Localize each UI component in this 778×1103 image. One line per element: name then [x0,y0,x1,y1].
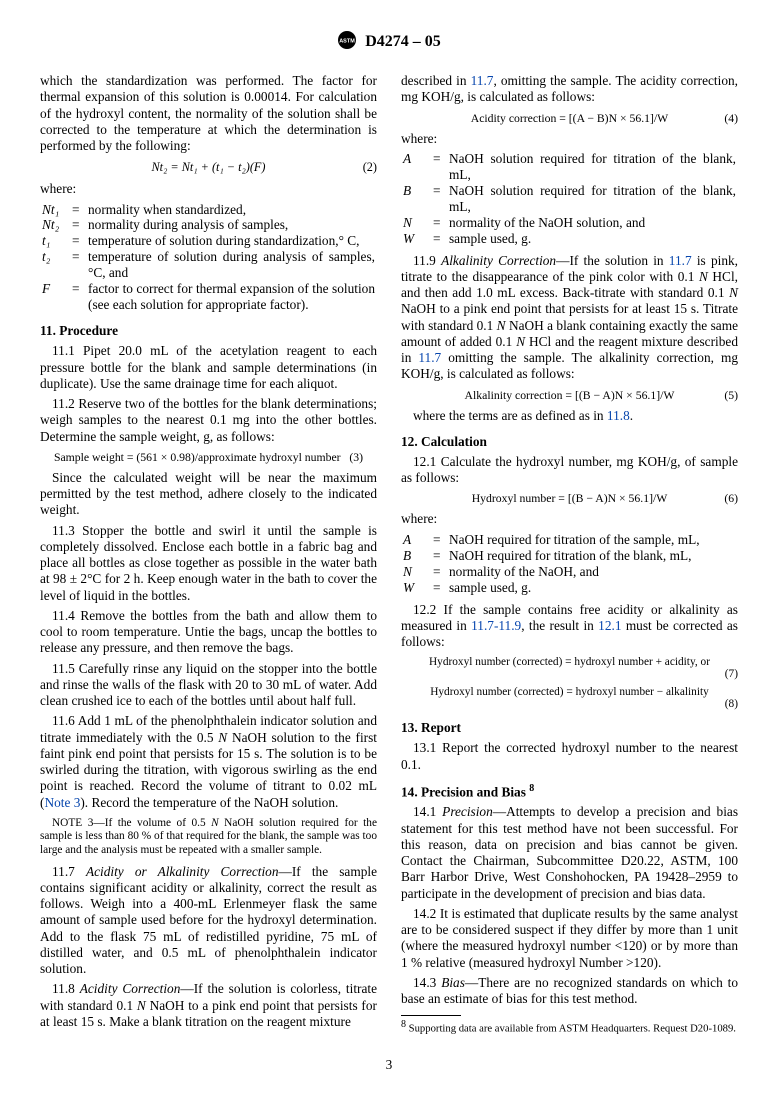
para-11-5: 11.5 Carefully rinse any liquid on the s… [40,661,377,710]
eq4-formula: Acidity correction = [(A − B)N × 56.1]/W [471,112,669,125]
equation-6: Hydroxyl number = [(B − A)N × 56.1]/W (6… [401,492,738,505]
para-11-9: 11.9 Alkalinity Correction—If the soluti… [401,253,738,383]
section-13-heading: 13. Report [401,720,738,736]
ref-11-8-link[interactable]: 11.8 [607,408,630,423]
para-11-2: 11.2 Reserve two of the bottles for the … [40,396,377,445]
note-3: NOTE 3—If the volume of 0.5 N NaOH solut… [40,817,377,858]
footnote-8: 8 Supporting data are available from AST… [401,1019,738,1036]
ref-11-7-link[interactable]: 11.7 [471,73,494,88]
eq4-number: (4) [724,112,738,125]
para-11-7: 11.7 Acidity or Alkalinity Correction—If… [40,864,377,978]
eq5-formula: Alkalinity correction = [(B − A)N × 56.1… [465,389,675,402]
para-11-9h: where the terms are as defined as in 11.… [401,408,738,424]
eq6-formula: Hydroxyl number = [(B − A)N × 56.1]/W [472,492,668,505]
para-11-6: 11.6 Add 1 mL of the phenolphthalein ind… [40,713,377,811]
definition-list-1: Nt₁=normality when standardized, Nt₂=nor… [40,202,377,314]
equation-7: Hydroxyl number (corrected) = hydroxyl n… [401,656,738,680]
astm-logo-icon: ASTM [337,30,357,55]
para-14-3: 14.3 Bias—There are no recognized standa… [401,975,738,1008]
para-11-1: 11.1 Pipet 20.0 mL of the acetylation re… [40,343,377,392]
equation-2: Nt₂ = Nt₁ + (t₁ − t₂)(F) (2) [40,160,377,175]
page-header: ASTM D4274 – 05 [40,30,738,55]
eq3-number: (3) [349,451,363,464]
para-11-2b: Since the calculated weight will be near… [40,470,377,519]
eq8-formula: Hydroxyl number (corrected) = hydroxyl n… [430,686,709,698]
where-label-1: where: [40,181,377,197]
equation-8: Hydroxyl number (corrected) = hydroxyl n… [401,686,738,710]
eq6-number: (6) [724,492,738,505]
eq7-formula: Hydroxyl number (corrected) = hydroxyl n… [429,656,710,668]
where-label-2: where: [401,131,738,147]
eq8-number: (8) [401,698,738,710]
svg-text:ASTM: ASTM [339,39,355,45]
para-11-8: 11.8 Acidity Correction—If the solution … [40,981,377,1030]
footnote-rule [401,1015,461,1016]
eq7-number: (7) [401,668,738,680]
section-12-heading: 12. Calculation [401,434,738,450]
equation-4: Acidity correction = [(A − B)N × 56.1]/W… [401,112,738,125]
intro-para: which the standardization was performed.… [40,73,377,154]
page-number: 3 [40,1057,738,1073]
para-11-4: 11.4 Remove the bottles from the bath an… [40,608,377,657]
definition-list-2: A=NaOH solution required for titration o… [401,151,738,247]
body-columns: which the standardization was performed.… [40,73,738,1037]
ref-11-7-link-3[interactable]: 11.7 [418,350,441,365]
para-11-8-cont: described in 11.7, omitting the sample. … [401,73,738,106]
equation-5: Alkalinity correction = [(B − A)N × 56.1… [401,389,738,402]
definition-list-3: A=NaOH required for titration of the sam… [401,532,738,596]
ref-11-7-link-2[interactable]: 11.7 [669,253,692,268]
para-12-1: 12.1 Calculate the hydroxyl number, mg K… [401,454,738,487]
para-14-2: 14.2 It is estimated that duplicate resu… [401,906,738,971]
eq3-formula: Sample weight = (561 × 0.98)/approximate… [54,451,341,464]
designation: D4274 – 05 [365,33,441,50]
equation-3: Sample weight = (561 × 0.98)/approximate… [40,451,377,464]
ref-11-7-11-9-link[interactable]: 11.7-11.9 [471,618,521,633]
section-11-heading: 11. Procedure [40,323,377,339]
section-14-heading: 14. Precision and Bias 8 [401,783,738,800]
para-12-2: 12.2 If the sample contains free acidity… [401,602,738,651]
ref-12-1-link[interactable]: 12.1 [598,618,621,633]
where-label-3: where: [401,511,738,527]
note-3-link[interactable]: Note 3 [44,795,80,810]
para-11-3: 11.3 Stopper the bottle and swirl it unt… [40,523,377,604]
eq5-number: (5) [724,389,738,402]
para-13-1: 13.1 Report the corrected hydroxyl numbe… [401,740,738,773]
eq2-formula: Nt₂ = Nt₁ + (t₁ − t₂)(F) [152,160,266,174]
eq2-number: (2) [363,160,377,175]
para-14-1: 14.1 Precision—Attempts to develop a pre… [401,804,738,902]
